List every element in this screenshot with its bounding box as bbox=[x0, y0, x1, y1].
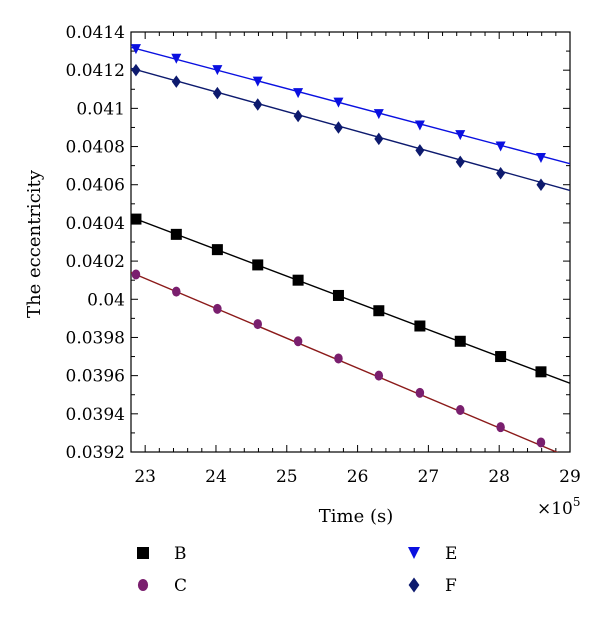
x-tick-label: 24 bbox=[205, 467, 227, 487]
data-point-B bbox=[292, 274, 304, 286]
y-tick-label: 0.0404 bbox=[66, 214, 125, 234]
y-tick-label: 0.0394 bbox=[66, 405, 125, 425]
x-tick-label: 23 bbox=[134, 467, 156, 487]
legend-label-C: C bbox=[174, 576, 187, 596]
y-tick-label: 0.0412 bbox=[66, 61, 125, 81]
x-tick-label: 29 bbox=[559, 467, 581, 487]
legend-item-C: C bbox=[137, 576, 187, 596]
data-point-E bbox=[455, 130, 466, 141]
data-point-C bbox=[334, 353, 343, 364]
x-multiplier-base: ×10 bbox=[537, 499, 573, 519]
legend-marker-F bbox=[408, 577, 420, 593]
legend-item-B: B bbox=[137, 544, 187, 564]
data-point-E bbox=[212, 65, 223, 76]
y-axis: 0.0392 0.0394 0.0396 0.0398 0.04 0.0402 0.0404… bbox=[66, 23, 570, 463]
data-point-F bbox=[496, 167, 506, 180]
data-point-F bbox=[212, 86, 222, 100]
series-B bbox=[131, 213, 570, 384]
data-point-C bbox=[213, 303, 222, 314]
data-point-C bbox=[253, 319, 262, 330]
data-point-B bbox=[211, 244, 223, 256]
data-point-B bbox=[414, 320, 426, 332]
data-point-F bbox=[333, 121, 343, 134]
series-F bbox=[131, 63, 570, 192]
legend-marker-B bbox=[137, 547, 149, 559]
data-point-E bbox=[495, 141, 506, 152]
legend-label-E: E bbox=[445, 544, 457, 564]
data-point-B bbox=[170, 228, 182, 240]
data-point-B bbox=[131, 213, 142, 225]
data-point-C bbox=[172, 286, 181, 297]
legend-label-F: F bbox=[445, 576, 457, 596]
legend: BC EF bbox=[137, 544, 457, 596]
data-point-F bbox=[374, 132, 384, 146]
data-point-F bbox=[171, 75, 181, 88]
data-point-C bbox=[496, 422, 505, 433]
legend-marker-E bbox=[408, 547, 420, 559]
data-point-F bbox=[415, 144, 425, 157]
legend-label-B: B bbox=[174, 544, 187, 564]
data-point-E bbox=[171, 53, 182, 64]
legend-item-F: F bbox=[408, 576, 457, 596]
x-axis-multiplier: ×105 bbox=[537, 495, 581, 519]
x-tick-label: 27 bbox=[418, 467, 440, 487]
legend-marker-C bbox=[137, 579, 149, 591]
fit-line-F bbox=[131, 67, 570, 192]
data-point-F bbox=[455, 155, 465, 169]
data-point-C bbox=[374, 370, 384, 381]
data-point-E bbox=[252, 76, 263, 87]
x-tick-label: 26 bbox=[347, 467, 369, 487]
y-tick-label: 0.04 bbox=[87, 290, 125, 310]
data-point-B bbox=[373, 305, 385, 317]
y-tick-label: 0.0414 bbox=[66, 23, 125, 43]
legend-item-E: E bbox=[408, 544, 457, 564]
data-point-E bbox=[333, 97, 344, 108]
y-tick-label: 0.0408 bbox=[66, 138, 125, 158]
data-point-E bbox=[535, 153, 546, 163]
x-axis-title: Time (s) bbox=[319, 506, 394, 527]
x-tick-label: 28 bbox=[488, 467, 510, 487]
y-tick-label: 0.0406 bbox=[66, 176, 125, 196]
data-point-F bbox=[253, 98, 263, 111]
series-layer bbox=[131, 44, 570, 452]
data-point-E bbox=[293, 88, 304, 99]
data-point-C bbox=[456, 405, 465, 415]
data-point-E bbox=[414, 120, 425, 131]
data-point-F bbox=[536, 178, 546, 191]
series-E bbox=[131, 44, 570, 165]
y-tick-label: 0.0392 bbox=[66, 443, 125, 463]
y-tick-label: 0.0396 bbox=[66, 367, 125, 387]
y-tick-label: 0.0398 bbox=[66, 328, 125, 348]
x-multiplier-exponent: 5 bbox=[573, 495, 581, 509]
data-point-B bbox=[332, 289, 344, 301]
x-axis: 23 24 25 26 27 28 29 bbox=[130, 32, 581, 487]
data-point-F bbox=[293, 109, 303, 123]
data-point-B bbox=[252, 259, 264, 271]
data-point-B bbox=[454, 335, 466, 347]
data-point-B bbox=[495, 351, 507, 363]
data-point-F bbox=[131, 63, 141, 77]
data-point-E bbox=[373, 109, 384, 120]
y-tick-label: 0.0402 bbox=[66, 252, 125, 272]
data-point-C bbox=[536, 437, 546, 448]
data-point-B bbox=[535, 366, 547, 378]
x-tick-label: 25 bbox=[276, 467, 298, 487]
y-axis-title: The eccentricity bbox=[24, 169, 45, 318]
data-point-C bbox=[415, 387, 425, 398]
series-C bbox=[131, 269, 559, 452]
data-point-C bbox=[293, 336, 303, 347]
y-tick-label: 0.041 bbox=[76, 99, 125, 119]
fit-line-E bbox=[131, 46, 570, 165]
data-point-C bbox=[131, 269, 141, 280]
data-point-E bbox=[131, 44, 141, 55]
